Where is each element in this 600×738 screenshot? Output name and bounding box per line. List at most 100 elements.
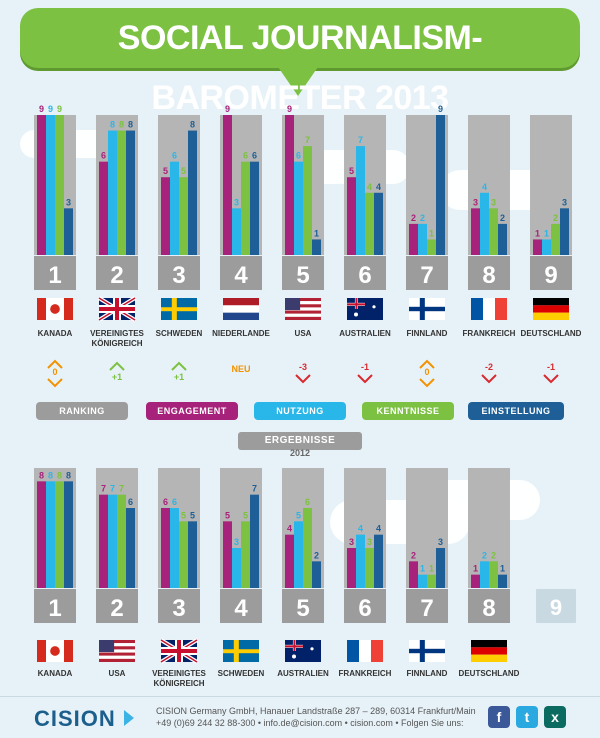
flag-usa-stripe	[285, 304, 321, 308]
value-label-nutzung: 6	[172, 151, 177, 161]
bar-kenntnisse	[489, 561, 498, 588]
flag-netherlands	[223, 298, 259, 320]
bar-kenntnisse	[427, 574, 436, 588]
value-label-nutzung: 4	[482, 182, 487, 192]
rank-block-placeholder	[536, 589, 576, 623]
down-arrow-icon	[543, 374, 559, 384]
rank-block	[468, 256, 510, 290]
bar-kenntnisse	[179, 521, 188, 588]
bar-nutzung	[294, 521, 303, 588]
rank-number: 9	[544, 262, 557, 289]
rank-number: 5	[296, 595, 309, 622]
flag-canada-band-left	[37, 298, 46, 320]
value-label-nutzung: 6	[172, 497, 177, 507]
bar-nutzung	[356, 146, 365, 255]
down-arrow-icon	[47, 378, 63, 388]
country-name: KÖNIGREICH	[153, 679, 204, 688]
flag-finland	[409, 640, 445, 662]
rank-block	[34, 256, 76, 290]
value-label-nutzung: 2	[482, 550, 487, 560]
flag-germany-bot	[471, 654, 507, 662]
country-name: DEUTSCHLAND	[459, 669, 520, 678]
value-label-einstellung: 3	[562, 197, 567, 207]
value-label-nutzung: 3	[234, 197, 239, 207]
country-name: AUSTRALIEN	[339, 329, 391, 338]
country-name: FRANKREICH	[339, 669, 392, 678]
flag-germany	[533, 298, 569, 320]
value-label-kenntnisse: 7	[305, 135, 310, 145]
flag-australia-uj-h-red	[285, 645, 303, 648]
facebook-icon[interactable]: f	[488, 706, 510, 728]
change-label: +1	[112, 372, 122, 382]
value-label-einstellung: 5	[190, 510, 195, 520]
flag-usa-stripe	[285, 313, 321, 317]
flag-netherlands-top	[223, 298, 259, 306]
value-label-einstellung: 8	[66, 470, 71, 480]
rank-block	[406, 256, 448, 290]
flag-usa-stripe	[99, 658, 135, 662]
bar-nutzung	[294, 161, 303, 255]
rank-number: 3	[172, 262, 185, 289]
value-label-einstellung: 8	[190, 120, 195, 130]
value-label-einstellung: 1	[314, 228, 319, 238]
bar-nutzung	[232, 208, 241, 255]
bar-engagement	[161, 177, 170, 255]
flag-sweden-h	[223, 649, 259, 654]
rank-number: 2	[110, 595, 123, 622]
rank-number: 8	[482, 262, 495, 289]
flag-canada-band-right	[64, 298, 73, 320]
bar-engagement	[37, 115, 46, 255]
bar-kenntnisse	[241, 161, 250, 255]
rank-number: 2	[110, 262, 123, 289]
value-label-engagement: 2	[411, 550, 416, 560]
flag-france-left	[347, 640, 359, 662]
flag-usa-stripe	[99, 655, 135, 659]
bar-engagement	[285, 534, 294, 588]
value-label-engagement: 1	[473, 564, 478, 574]
value-label-kenntnisse: 7	[119, 484, 124, 494]
bar-kenntnisse	[117, 130, 126, 255]
bar-kenntnisse	[365, 192, 374, 255]
legend-einstellung: EINSTELLUNG	[468, 402, 564, 420]
bar-nutzung	[108, 130, 117, 255]
footer-address: CISION Germany GmbH, Hanauer Landstraße …	[156, 706, 476, 716]
value-label-nutzung: 5	[296, 510, 301, 520]
legend-engagement: ENGAGEMENT	[146, 402, 238, 420]
value-label-nutzung: 9	[48, 104, 53, 114]
bar-engagement	[347, 177, 356, 255]
rank-block	[468, 589, 510, 623]
value-label-engagement: 7	[101, 484, 106, 494]
bar-kenntnisse	[551, 223, 560, 255]
change-label: -3	[299, 362, 307, 372]
country-name: FINNLAND	[407, 329, 448, 338]
value-label-einstellung: 6	[252, 151, 257, 161]
rank-block	[220, 589, 262, 623]
rank-block	[282, 256, 324, 290]
bar-einstellung	[64, 481, 73, 588]
rank-number: 7	[420, 595, 433, 622]
rank-block	[220, 256, 262, 290]
cision-logo[interactable]: CISION	[34, 706, 116, 731]
legend-ranking: RANKING	[36, 402, 128, 420]
title-banner-tail	[276, 64, 320, 96]
country-name: SCHWEDEN	[218, 669, 265, 678]
value-label-kenntnisse: 5	[181, 510, 186, 520]
bar-nutzung	[232, 548, 241, 588]
rank-number: 7	[420, 262, 433, 289]
flag-germany-top	[533, 298, 569, 306]
flag-finland-h	[409, 306, 445, 312]
rank-number: 9	[550, 595, 562, 620]
bar-engagement	[285, 115, 294, 255]
value-label-kenntnisse: 9	[57, 104, 62, 114]
flag-uk	[159, 638, 199, 664]
twitter-icon[interactable]: t	[516, 706, 538, 728]
bar-engagement	[223, 521, 232, 588]
bar-nutzung	[356, 534, 365, 588]
flag-germany-mid	[471, 647, 507, 655]
bar-nutzung	[46, 115, 55, 255]
country-name: KANADA	[38, 669, 73, 678]
flag-australia-star-icon	[292, 654, 296, 659]
value-label-kenntnisse: 5	[181, 166, 186, 176]
xing-icon[interactable]: x	[544, 706, 566, 728]
flag-usa-stripe	[99, 649, 135, 653]
